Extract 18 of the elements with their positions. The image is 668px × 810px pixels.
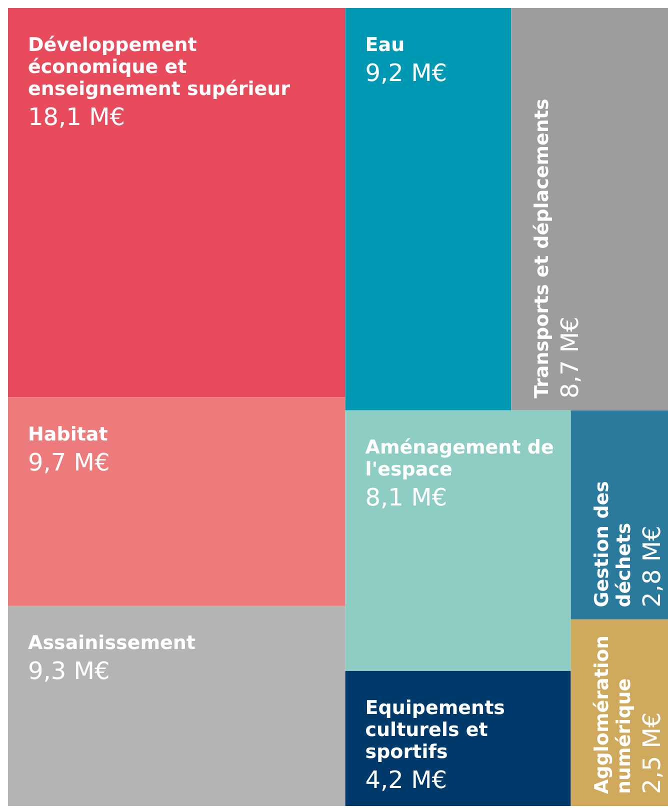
category-label: Gestion des déchets [590, 480, 635, 608]
category-label: Assainissement [28, 632, 196, 654]
data-label: 4,2 M€ [365, 766, 448, 794]
data-label: 8,7 M€ [556, 316, 584, 398]
data-label: 9,7 M€ [28, 448, 110, 476]
category-label: Habitat [28, 423, 108, 446]
category-label: Transports et déplacements [531, 98, 554, 398]
data-label: 8,1 M€ [365, 483, 448, 512]
category-label: Equipements culturels et sportifs [365, 696, 505, 763]
data-label: 2,5 M€ [638, 712, 666, 794]
data-label: 18,1 M€ [28, 103, 126, 131]
category-label: Eau [365, 34, 405, 56]
data-label: 9,2 M€ [365, 59, 448, 87]
category-label: Aménagement de l'espace [365, 436, 554, 480]
data-label: 2,8 M€ [638, 526, 666, 608]
category-label: Agglomération numérique [590, 635, 635, 794]
category-label: Développement économique et enseignement supérieur [28, 34, 291, 100]
data-label: 9,3 M€ [28, 656, 110, 685]
